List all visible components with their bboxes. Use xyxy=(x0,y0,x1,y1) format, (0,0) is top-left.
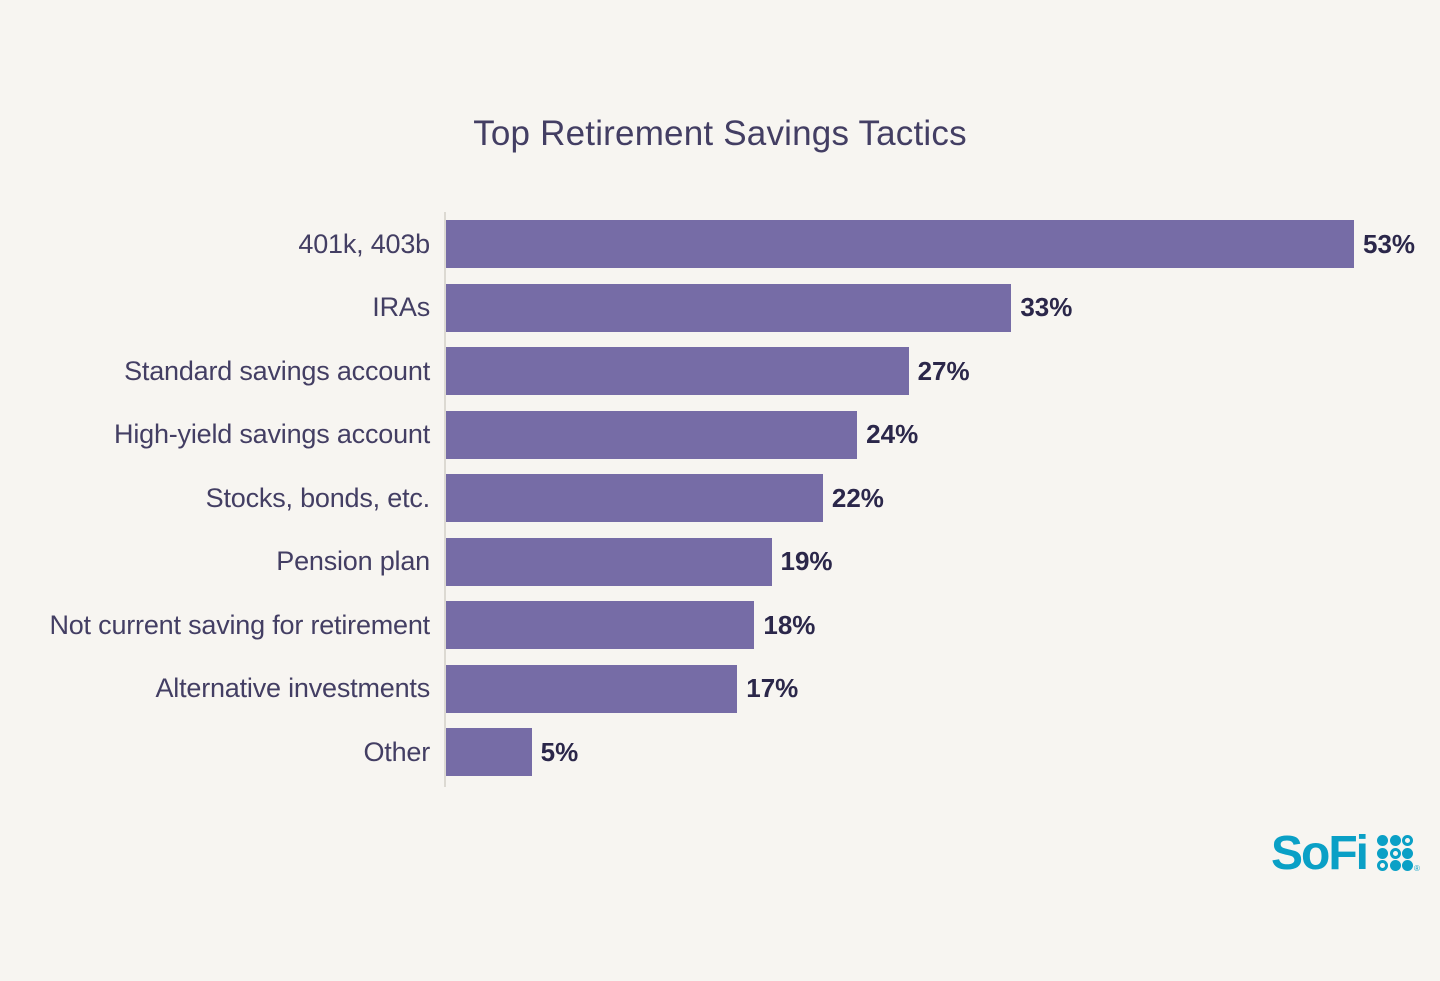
value-label: 18% xyxy=(763,609,816,640)
trademark-symbol: ® xyxy=(1414,864,1420,873)
bar-row: 401k, 403b 53% xyxy=(0,220,1440,268)
bar-row: Not current saving for retirement 18% xyxy=(0,601,1440,649)
bar xyxy=(446,220,1354,268)
bar-row: Standard savings account 27% xyxy=(0,347,1440,395)
value-label: 33% xyxy=(1020,292,1073,322)
sofi-logo-wordmark: SoFi xyxy=(1271,827,1369,880)
bar-rows: 401k, 403b 53% IRAs 33% Standard savings acc… xyxy=(0,220,1440,792)
logo-dot-solid xyxy=(1402,847,1413,859)
logo-dot-ring xyxy=(1389,847,1401,859)
bar xyxy=(446,474,823,522)
value-label: 19% xyxy=(780,546,833,576)
logo-dot-solid xyxy=(1402,860,1413,871)
category-label: Not current saving for retirement xyxy=(49,609,430,640)
bar-row: Pension plan 19% xyxy=(0,537,1440,586)
bar xyxy=(446,664,738,713)
logo-dot-solid xyxy=(1389,860,1401,871)
logo-dot-solid xyxy=(1389,835,1401,846)
category-label: High-yield savings account xyxy=(114,419,430,449)
category-label: IRAs xyxy=(372,292,430,322)
category-label: Pension plan xyxy=(276,546,430,576)
bar-row: Other 5% xyxy=(0,728,1440,776)
chart-title: Top Retirement Savings Tactics xyxy=(473,114,967,153)
bar-row: Stocks, bonds, etc. 22% xyxy=(0,474,1440,522)
value-label: 17% xyxy=(746,673,799,703)
bar-row: High-yield savings account 24% xyxy=(0,410,1440,459)
logo-dot-solid xyxy=(1377,835,1388,846)
y-axis-line xyxy=(444,212,446,787)
value-label: 53% xyxy=(1363,228,1416,259)
value-label: 24% xyxy=(866,419,919,449)
bar xyxy=(446,410,858,459)
sofi-logo: SoFi ® xyxy=(1271,827,1420,880)
bar xyxy=(446,347,909,395)
bar-chart: 401k, 403b 53% IRAs 33% Standard savings acc… xyxy=(0,212,1440,792)
logo-dot-ring xyxy=(1377,860,1388,871)
value-label: 22% xyxy=(831,482,884,513)
bar xyxy=(446,537,772,586)
value-label: 27% xyxy=(917,355,970,386)
category-label: Standard savings account xyxy=(124,355,430,386)
bar-row: Alternative investments 17% xyxy=(0,664,1440,713)
bar xyxy=(446,601,755,649)
sofi-dot-grid-icon xyxy=(1377,835,1413,871)
logo-dot-ring xyxy=(1402,835,1413,846)
category-label: 401k, 403b xyxy=(298,228,430,259)
category-label: Other xyxy=(363,736,430,767)
category-label: Alternative investments xyxy=(155,673,430,703)
category-label: Stocks, bonds, etc. xyxy=(205,482,431,513)
value-label: 5% xyxy=(540,736,579,767)
logo-dot-solid xyxy=(1377,847,1388,859)
bar-row: IRAs 33% xyxy=(0,283,1440,332)
bar xyxy=(446,283,1012,332)
bar xyxy=(446,728,532,776)
